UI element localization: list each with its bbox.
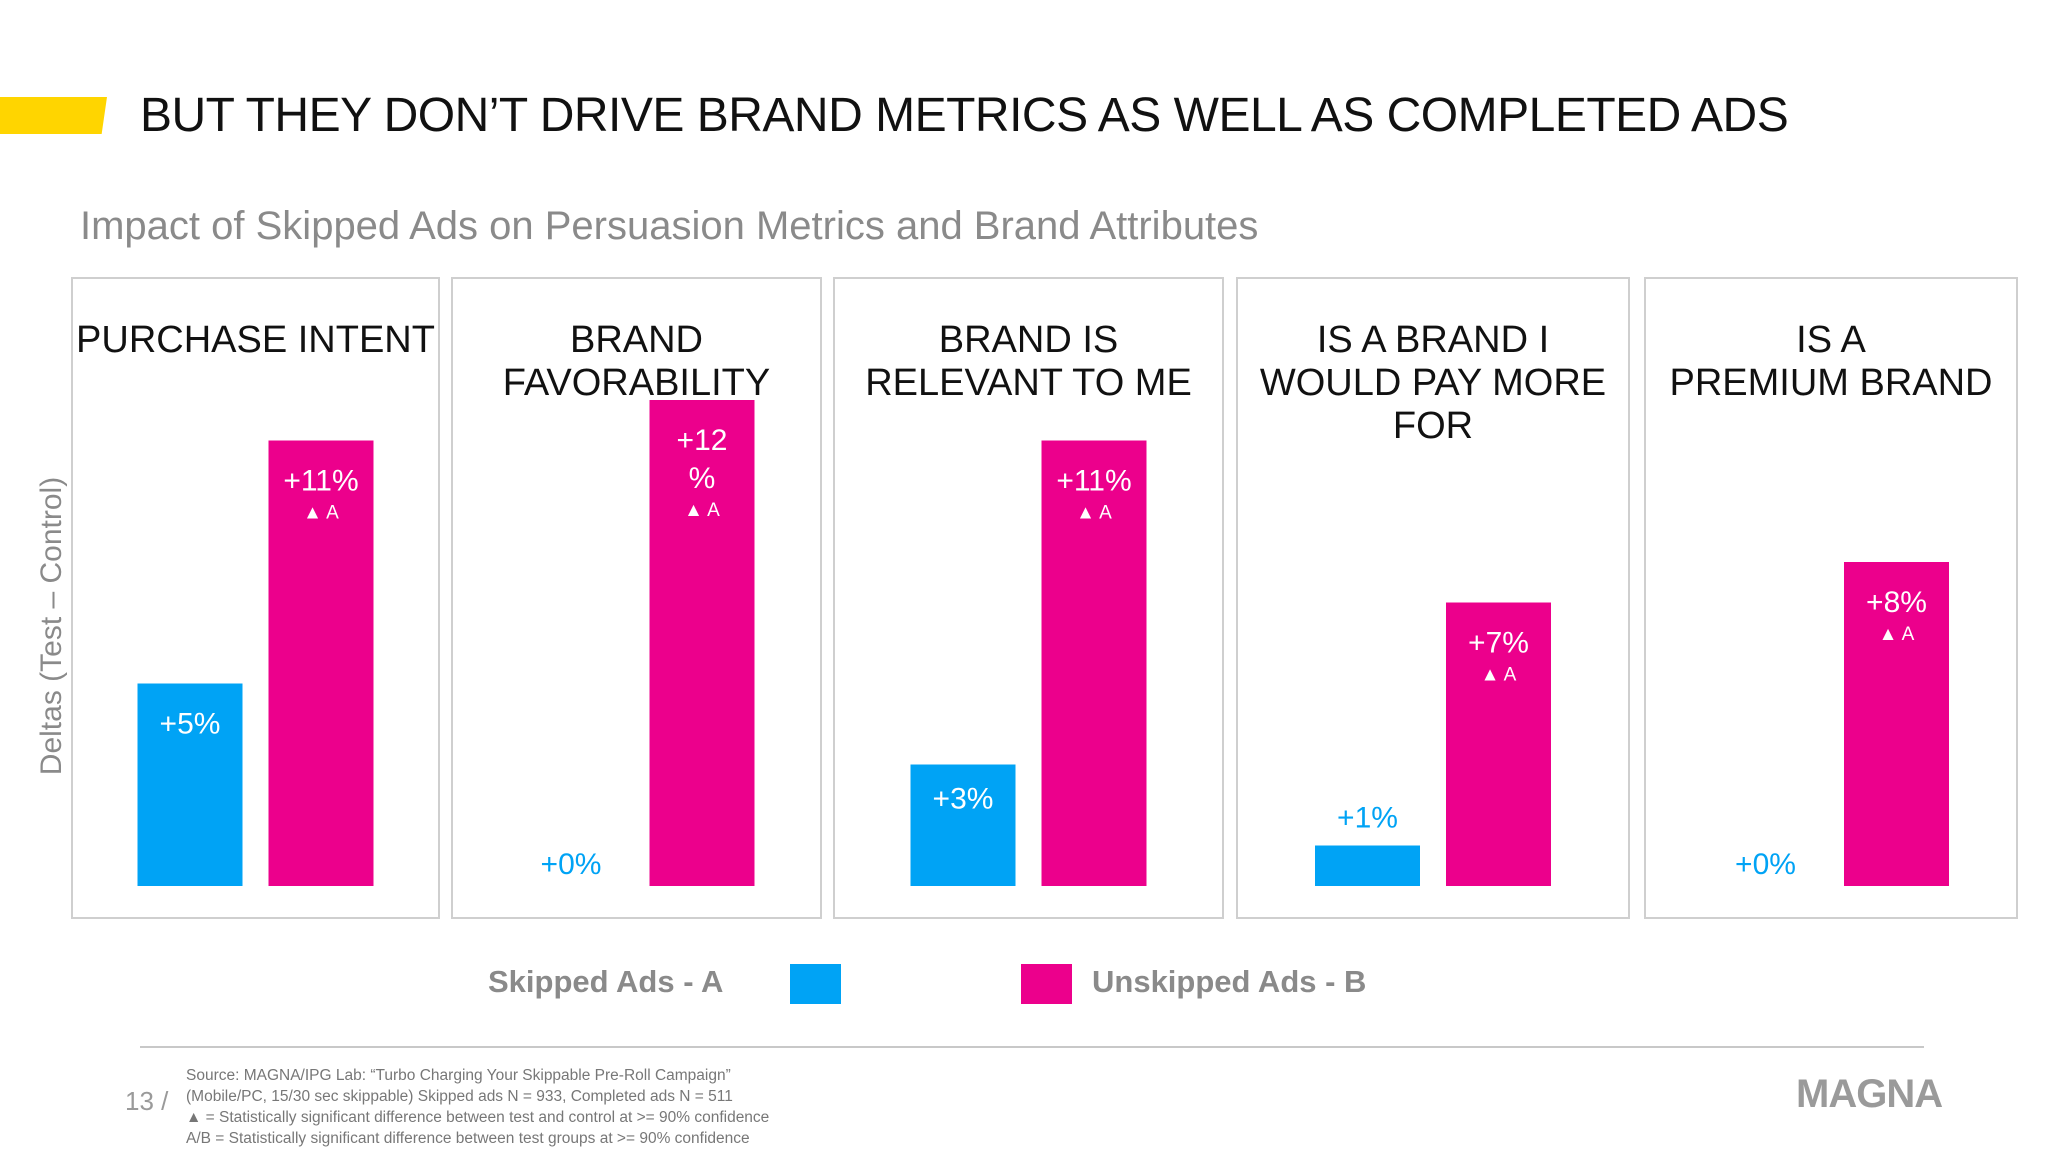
slide-title: BUT THEY DON’T DRIVE BRAND METRICS AS WE… bbox=[140, 89, 1789, 142]
chart-title: Impact of Skipped Ads on Persuasion Metr… bbox=[80, 204, 1259, 248]
significance-marker: ▲ A bbox=[1481, 665, 1517, 686]
chart-panel bbox=[451, 277, 822, 919]
data-label: +11% bbox=[283, 465, 358, 498]
data-label: +11% bbox=[1056, 465, 1131, 498]
chart-panel bbox=[71, 277, 440, 919]
category-label: BRAND bbox=[570, 319, 703, 361]
bar bbox=[1446, 602, 1551, 886]
bar-chart: PURCHASE INTENT +5% +11% ▲ A BRANDFAVORABILI… bbox=[71, 277, 2018, 919]
footer-source-line: Source: MAGNA/IPG Lab: “Turbo Charging Y… bbox=[186, 1067, 731, 1084]
category-label: PREMIUM BRAND bbox=[1669, 362, 1992, 404]
footer-sample-line: (Mobile/PC, 15/30 sec skippable) Skipped… bbox=[186, 1088, 733, 1105]
data-label: +1% bbox=[1337, 802, 1398, 835]
category-label: FOR bbox=[1393, 405, 1473, 447]
page-number: 13 / bbox=[125, 1086, 169, 1116]
footer-divider bbox=[140, 1046, 1924, 1048]
chart-panel bbox=[1644, 277, 2018, 919]
category-label: FAVORABILITY bbox=[503, 362, 770, 404]
legend-swatch-skipped bbox=[790, 964, 841, 1004]
data-label: +12 bbox=[677, 424, 728, 457]
data-label: +0% bbox=[541, 848, 602, 881]
category-label: PURCHASE INTENT bbox=[76, 319, 435, 361]
category-label: IS A BRAND I bbox=[1317, 319, 1549, 361]
data-label: +7% bbox=[1468, 627, 1529, 660]
data-label: % bbox=[689, 462, 716, 495]
bar bbox=[649, 400, 755, 886]
chart-panel bbox=[1236, 277, 1630, 919]
data-label: +5% bbox=[160, 708, 221, 741]
significance-marker: ▲ A bbox=[1879, 624, 1915, 645]
bar bbox=[1315, 845, 1420, 886]
legend-swatch-unskipped bbox=[1021, 964, 1072, 1004]
significance-marker: ▲ A bbox=[1076, 503, 1112, 524]
legend-label-unskipped: Unskipped Ads - B bbox=[1092, 964, 1367, 999]
footer-notes: Source: MAGNA/IPG Lab: “Turbo Charging Y… bbox=[186, 1065, 1086, 1149]
category-label: IS A bbox=[1796, 319, 1866, 361]
footer-significance-line: ▲ = Statistically significant difference… bbox=[186, 1109, 770, 1126]
footer-ab-line: A/B = Statistically significant differen… bbox=[186, 1130, 750, 1147]
bar bbox=[910, 764, 1016, 886]
legend-label-skipped: Skipped Ads - A bbox=[488, 964, 724, 999]
title-accent-bar bbox=[0, 97, 107, 134]
bar bbox=[137, 683, 243, 886]
category-label: WOULD PAY MORE bbox=[1260, 362, 1606, 404]
bar bbox=[268, 440, 374, 886]
data-label: +3% bbox=[933, 783, 994, 816]
chart-panel bbox=[833, 277, 1224, 919]
magna-logo: MAGNA bbox=[1796, 1072, 1943, 1116]
category-label: RELEVANT TO ME bbox=[865, 362, 1192, 404]
data-label: +8% bbox=[1866, 586, 1927, 619]
significance-marker: ▲ A bbox=[684, 500, 720, 521]
data-label: +0% bbox=[1735, 848, 1796, 881]
bar bbox=[1844, 562, 1949, 886]
bar bbox=[1041, 440, 1147, 886]
category-label: BRAND IS bbox=[939, 319, 1118, 361]
significance-marker: ▲ A bbox=[303, 503, 339, 524]
